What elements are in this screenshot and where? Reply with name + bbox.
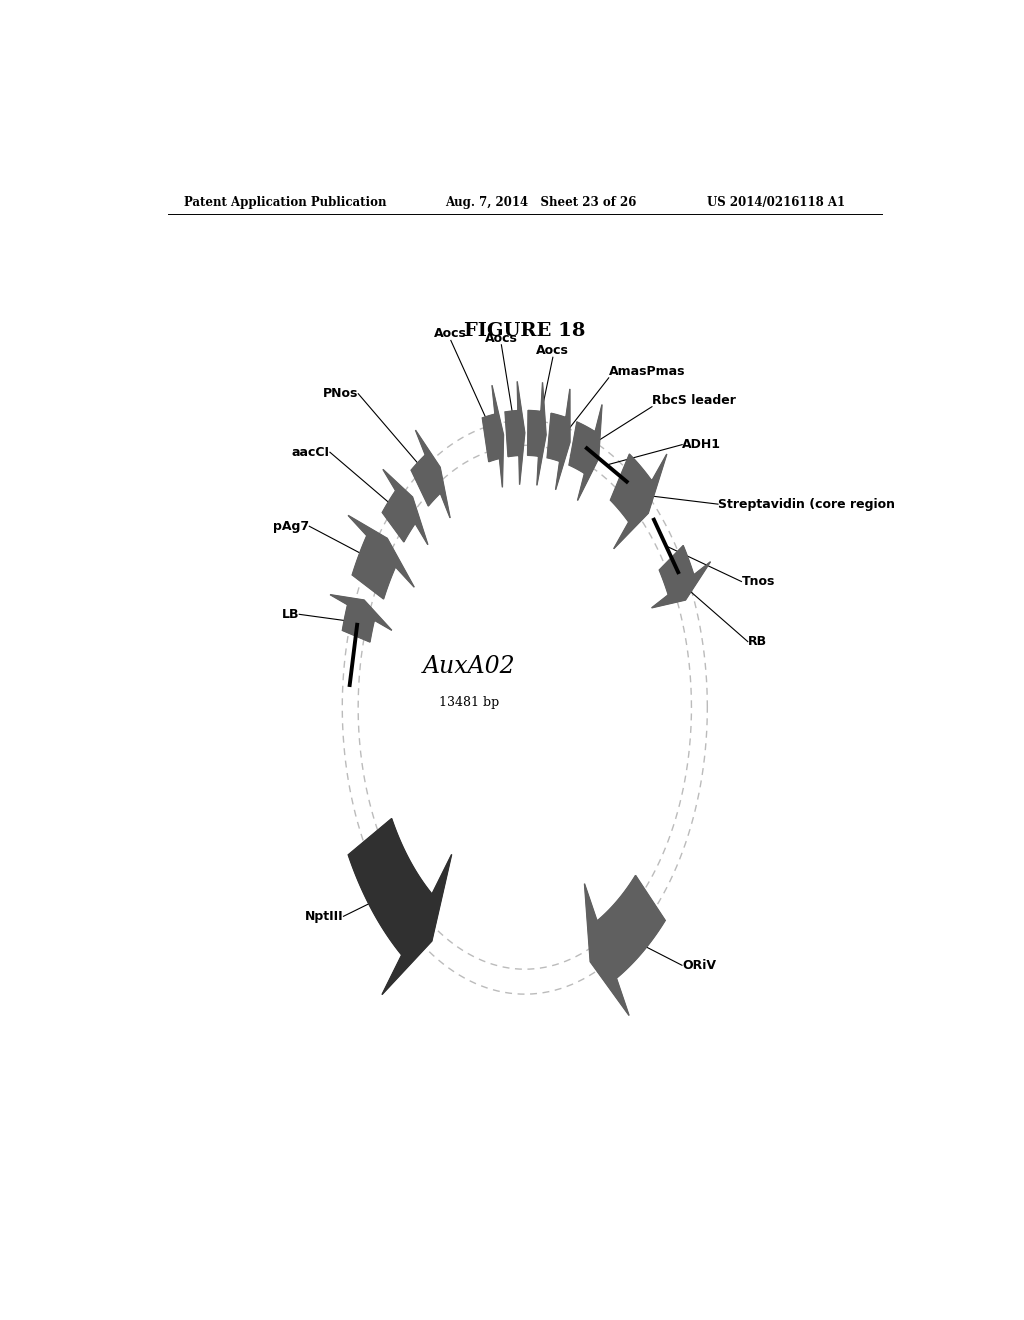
Text: Tnos: Tnos: [741, 576, 775, 587]
Text: Aocs: Aocs: [537, 345, 569, 358]
Text: FIGURE 18: FIGURE 18: [464, 322, 586, 341]
Text: pAg7: pAg7: [273, 520, 309, 533]
Polygon shape: [527, 383, 546, 486]
Text: AuxA02: AuxA02: [423, 655, 515, 678]
Polygon shape: [382, 470, 428, 545]
Polygon shape: [348, 818, 452, 994]
Polygon shape: [610, 454, 667, 549]
Polygon shape: [585, 875, 666, 1015]
Polygon shape: [505, 381, 524, 484]
Text: Aug. 7, 2014   Sheet 23 of 26: Aug. 7, 2014 Sheet 23 of 26: [445, 195, 637, 209]
Polygon shape: [330, 595, 392, 642]
Text: LB: LB: [282, 607, 299, 620]
Text: AmasPmas: AmasPmas: [608, 364, 685, 378]
Text: Aocs: Aocs: [485, 331, 518, 345]
Text: US 2014/0216118 A1: US 2014/0216118 A1: [708, 195, 846, 209]
Polygon shape: [411, 430, 451, 517]
Text: Aocs: Aocs: [434, 327, 467, 341]
Text: RbcS leader: RbcS leader: [652, 393, 736, 407]
Polygon shape: [569, 405, 602, 500]
Text: NptIII: NptIII: [305, 909, 343, 923]
Polygon shape: [547, 389, 570, 490]
Text: ORiV: ORiV: [682, 958, 716, 972]
Polygon shape: [482, 385, 504, 487]
Text: 13481 bp: 13481 bp: [439, 696, 500, 709]
Text: aacCI: aacCI: [292, 446, 330, 459]
Polygon shape: [651, 545, 711, 607]
Polygon shape: [348, 515, 414, 599]
Text: RB: RB: [748, 635, 767, 648]
Text: Patent Application Publication: Patent Application Publication: [183, 195, 386, 209]
Text: PNos: PNos: [323, 387, 358, 400]
Text: ADH1: ADH1: [682, 438, 721, 451]
Text: Streptavidin (core region: Streptavidin (core region: [718, 498, 895, 511]
